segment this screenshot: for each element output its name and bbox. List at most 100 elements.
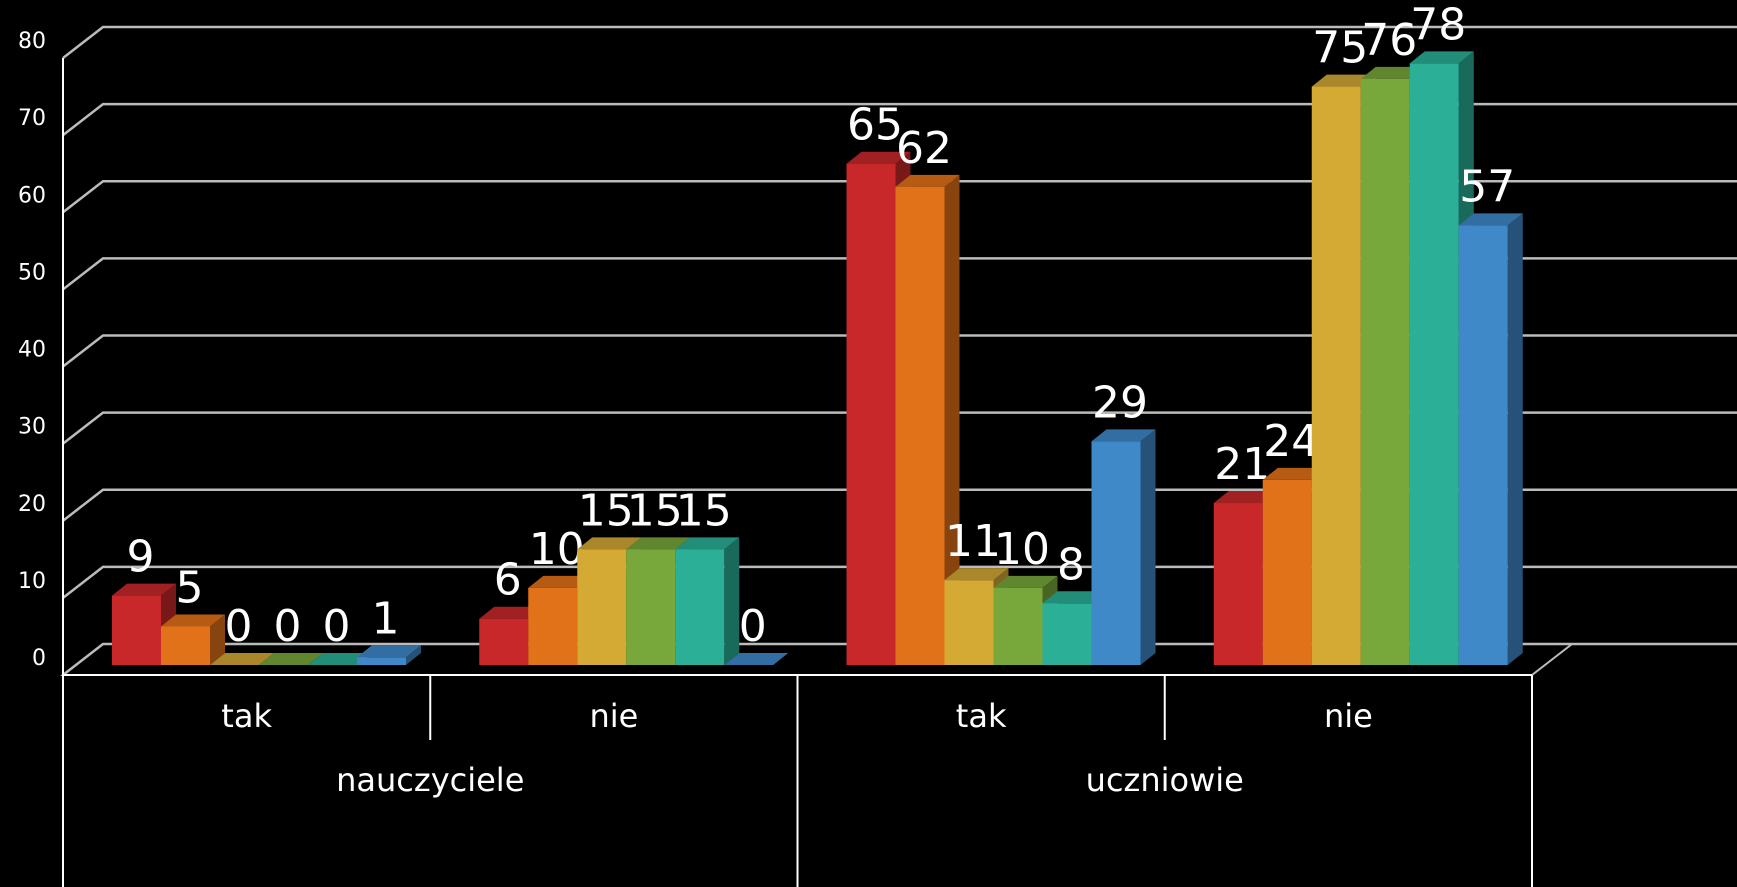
bar-top <box>1042 591 1107 604</box>
x-tick-label: nie <box>589 697 638 735</box>
bar-top <box>1409 51 1474 64</box>
bar <box>479 618 529 665</box>
value-label: 65 <box>847 100 903 151</box>
bar-side <box>1140 429 1156 665</box>
bar <box>357 657 406 665</box>
y-tick-label: 70 <box>18 106 46 131</box>
bar-top <box>577 537 642 550</box>
bar-top <box>161 614 225 627</box>
value-label: 0 <box>225 601 253 652</box>
value-label: 78 <box>1410 0 1466 50</box>
value-label: 10 <box>529 524 585 575</box>
bar <box>846 163 896 665</box>
bar-top <box>308 653 372 665</box>
bar <box>1409 63 1459 666</box>
value-label: 75 <box>1312 23 1368 74</box>
value-label: 62 <box>896 123 952 174</box>
bar-top <box>1091 429 1156 442</box>
bar-top <box>1213 491 1278 504</box>
bar-top <box>1262 467 1327 480</box>
value-label: 1 <box>372 593 400 644</box>
grid-line <box>62 488 1737 522</box>
y-tick-label: 60 <box>18 183 46 208</box>
bar-side <box>724 537 740 665</box>
bar-top <box>357 645 421 658</box>
x-tick-label: tak <box>221 697 272 735</box>
bar-top <box>528 575 593 588</box>
bar <box>1262 479 1312 665</box>
value-label: 0 <box>739 601 767 652</box>
grid-line <box>62 102 1737 137</box>
value-label: 10 <box>994 524 1050 575</box>
value-label: 15 <box>578 485 634 536</box>
bar-side <box>944 174 960 665</box>
bar-top <box>210 653 274 665</box>
value-label: 0 <box>323 601 351 652</box>
grid-line <box>62 257 1737 291</box>
bar-top <box>112 583 176 596</box>
grid-line <box>62 411 1737 445</box>
bar-top <box>993 575 1058 588</box>
bar <box>675 549 725 665</box>
bar-side <box>1507 213 1523 665</box>
grid-line <box>62 25 1737 59</box>
bar-side <box>406 645 421 665</box>
bar <box>1311 86 1361 665</box>
bar <box>944 580 994 665</box>
grid-line <box>62 180 1737 214</box>
group-label: nauczyciele <box>336 761 524 799</box>
y-tick-label: 30 <box>18 415 46 440</box>
bar <box>1458 225 1508 665</box>
bar <box>528 587 578 665</box>
value-label: 9 <box>127 532 155 583</box>
bar <box>1042 603 1092 665</box>
bar-top <box>1360 66 1425 79</box>
bar-top <box>259 653 323 665</box>
value-label: 15 <box>627 485 683 536</box>
bar <box>895 186 945 665</box>
y-tick-label: 20 <box>18 492 46 517</box>
group-label: uczniowie <box>1086 761 1244 799</box>
value-label: 24 <box>1263 416 1319 467</box>
value-label: 29 <box>1092 377 1148 428</box>
grid-line <box>62 334 1737 368</box>
bar-top <box>479 606 544 619</box>
bar <box>993 587 1043 665</box>
y-tick-label: 40 <box>18 338 46 363</box>
value-label: 8 <box>1057 539 1085 590</box>
bar-side <box>210 614 225 665</box>
value-label: 11 <box>945 516 1001 567</box>
grid-line <box>62 642 1737 676</box>
x-tick-label: nie <box>1324 697 1373 735</box>
value-label: 0 <box>274 601 302 652</box>
bar-top <box>675 537 740 550</box>
bar <box>1091 441 1141 665</box>
x-tick-label: tak <box>956 697 1007 735</box>
bar <box>112 595 161 665</box>
value-label: 6 <box>494 555 522 606</box>
grid-line <box>62 565 1737 599</box>
y-tick-label: 80 <box>18 29 46 54</box>
bar-top <box>1311 74 1376 87</box>
bar <box>626 549 676 665</box>
bar-top <box>1458 213 1523 226</box>
bar-top <box>724 653 789 665</box>
value-label: 15 <box>676 485 732 536</box>
bar-top <box>846 151 911 164</box>
bar <box>1360 78 1410 666</box>
value-label: 21 <box>1214 439 1270 490</box>
value-label: 5 <box>176 562 204 613</box>
value-label: 76 <box>1361 15 1417 66</box>
bar <box>161 626 210 665</box>
bar <box>577 549 627 665</box>
y-tick-label: 50 <box>18 260 46 285</box>
bar-top <box>626 537 691 550</box>
bar-top <box>944 568 1009 581</box>
bar <box>1213 503 1263 665</box>
y-tick-label: 0 <box>32 646 46 671</box>
value-label: 57 <box>1459 161 1515 212</box>
y-tick-label: 10 <box>18 569 46 594</box>
bar-top <box>895 174 960 187</box>
